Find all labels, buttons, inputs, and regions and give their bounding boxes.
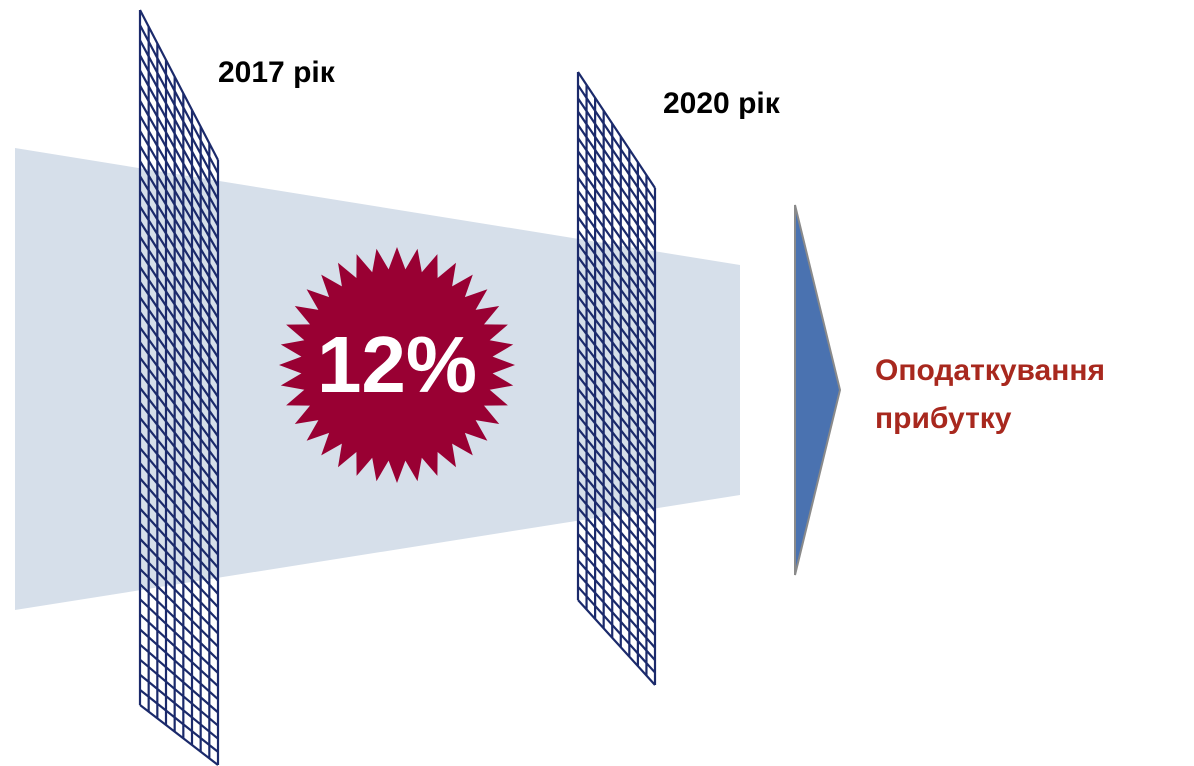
grid-line	[140, 660, 218, 726]
grid-line	[140, 645, 218, 713]
page: 12% 2017 рік 2020 рік Оподаткування приб…	[0, 0, 1194, 766]
grid-line	[578, 574, 655, 661]
target-label-line: Оподаткування	[875, 354, 1105, 387]
year-end-label: 2020 рік	[663, 87, 781, 120]
rate-label: 12%	[317, 320, 477, 409]
grid-line	[140, 690, 218, 752]
grid-line	[140, 705, 218, 765]
diagram: 12% 2017 рік 2020 рік Оподаткування приб…	[0, 0, 1194, 766]
target-label-line: прибутку	[875, 402, 1012, 435]
grid-line	[140, 629, 218, 699]
year-start-label: 2017 рік	[218, 56, 336, 89]
arrow	[795, 205, 840, 575]
grid-line	[578, 600, 655, 685]
grid-line	[140, 675, 218, 739]
grid-line	[140, 614, 218, 686]
grid-line	[578, 587, 655, 673]
